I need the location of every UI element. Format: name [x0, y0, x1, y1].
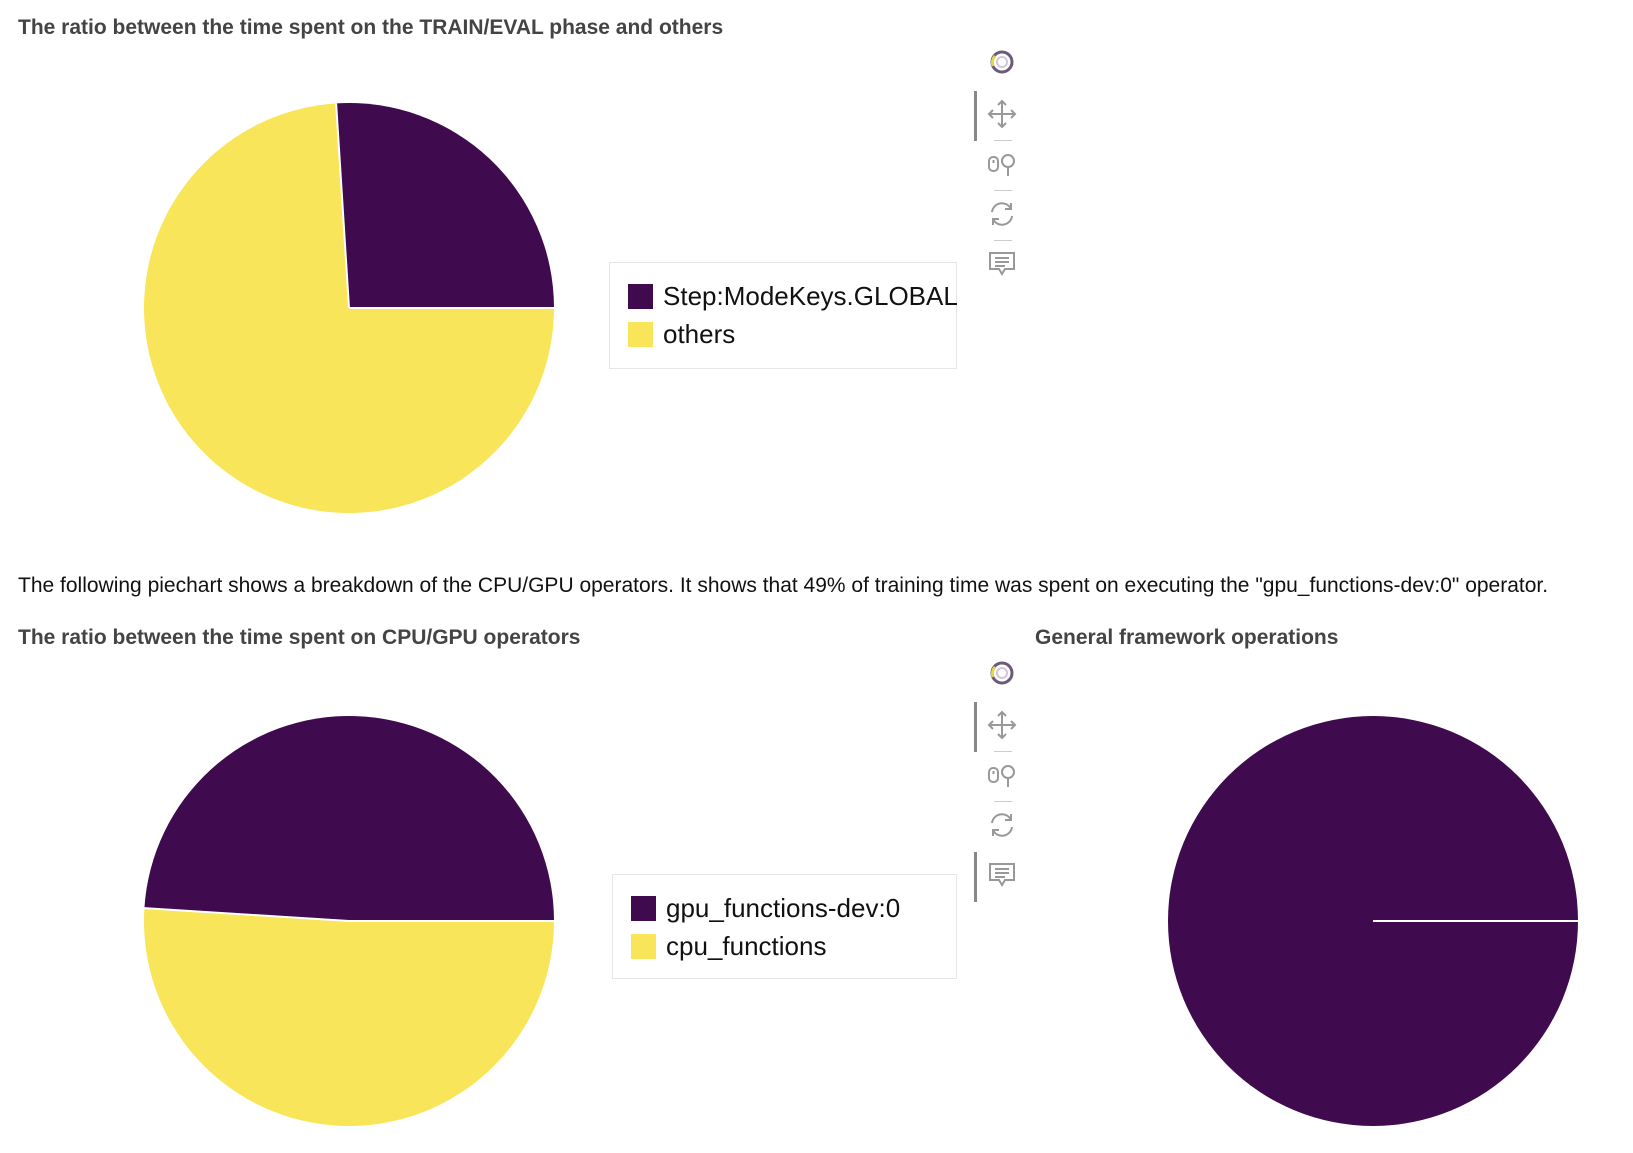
toolbar-separator	[994, 140, 1012, 141]
pan-icon[interactable]	[986, 98, 1018, 130]
pie-slice-cpu-functions	[143, 908, 554, 1127]
legend-label: others	[663, 318, 736, 349]
legend-item: Step:ModeKeys.GLOBAL	[628, 277, 958, 315]
reset-icon[interactable]	[986, 809, 1018, 841]
pie-slice-step-modekeys-global	[336, 102, 554, 308]
active-tool-indicator	[974, 91, 977, 141]
toolbar-separator	[994, 240, 1012, 241]
active-tool-indicator	[974, 852, 977, 902]
chart-2-legend: gpu_functions-dev:0 cpu_functions	[612, 874, 957, 979]
hover-icon[interactable]	[986, 859, 1018, 891]
legend-swatch	[631, 895, 656, 921]
legend-item: cpu_functions	[631, 927, 946, 965]
pan-icon[interactable]	[986, 709, 1018, 741]
chart-1-pie	[143, 102, 554, 514]
chart-3-pie	[1168, 716, 1578, 1126]
pie-wedge-boundary	[335, 103, 554, 309]
legend-item: gpu_functions-dev:0	[631, 889, 946, 927]
hover-icon[interactable]	[986, 248, 1018, 280]
chart-3-title: General framework operations	[1035, 626, 1339, 649]
chart-2-toolbar	[972, 655, 1028, 915]
legend-label: Step:ModeKeys.GLOBAL	[663, 280, 958, 311]
chart-1-legend: Step:ModeKeys.GLOBAL others	[609, 262, 958, 369]
legend-item: others	[628, 315, 946, 353]
pie-wedge-boundary	[144, 907, 554, 922]
active-tool-indicator	[974, 702, 977, 752]
pie-slice-gpu-functions-dev-0	[144, 716, 554, 921]
reset-icon[interactable]	[986, 198, 1018, 230]
chart-2-title: The ratio between the time spent on CPU/…	[18, 626, 581, 649]
wheel-zoom-icon[interactable]	[986, 759, 1018, 791]
legend-swatch	[628, 283, 653, 309]
wheel-zoom-icon[interactable]	[986, 148, 1018, 180]
chart-1-toolbar	[972, 44, 1028, 304]
toolbar-separator	[994, 751, 1012, 752]
legend-label: gpu_functions-dev:0	[666, 892, 901, 923]
bokeh-logo-icon[interactable]	[986, 657, 1018, 689]
chart-1-title: The ratio between the time spent on the …	[18, 16, 724, 39]
legend-swatch	[628, 321, 653, 347]
legend-label: cpu_functions	[666, 930, 827, 961]
chart-2-pie	[143, 716, 554, 1127]
bokeh-logo-icon[interactable]	[986, 46, 1018, 78]
toolbar-separator	[994, 801, 1012, 802]
pie-slice-others	[143, 103, 554, 514]
toolbar-separator	[994, 190, 1012, 191]
legend-swatch	[631, 933, 656, 959]
description-text: The following piechart shows a breakdown…	[18, 574, 1549, 597]
